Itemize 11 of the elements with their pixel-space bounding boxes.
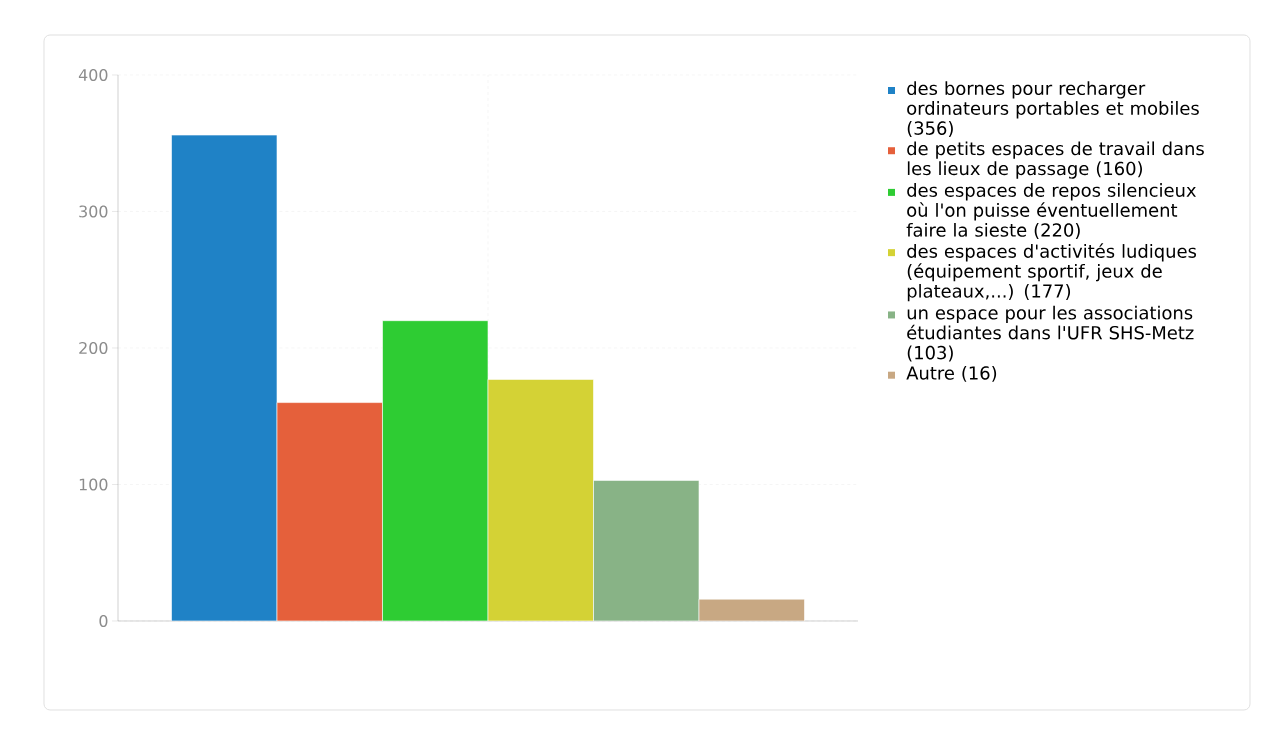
- legend-label: des espaces de repos silencieux où l'on puisse éventuellement faire la sieste (220): [906, 183, 1196, 239]
- legend-label: Autre (16): [906, 365, 997, 382]
- legend-label: des espaces d'activités ludiques (équipement sportif, jeux de plateaux,...) (177): [907, 243, 1197, 302]
- y-tick-label: 200: [79, 341, 108, 354]
- y-tick-label: 100: [79, 478, 108, 491]
- y-tick-label: 300: [79, 205, 108, 218]
- legend-label: de petits espaces de travail dans les lieux de passage (160): [907, 141, 1204, 179]
- legend-label: un espace pour les associations étudiantes dans l'UFR SHS-Metz (103): [907, 305, 1194, 362]
- y-tick-label: 0: [99, 614, 108, 628]
- y-tick-label: 400: [78, 68, 108, 81]
- legend-label: des bornes pour recharger ordinateurs portables et mobiles (356): [907, 81, 1199, 138]
